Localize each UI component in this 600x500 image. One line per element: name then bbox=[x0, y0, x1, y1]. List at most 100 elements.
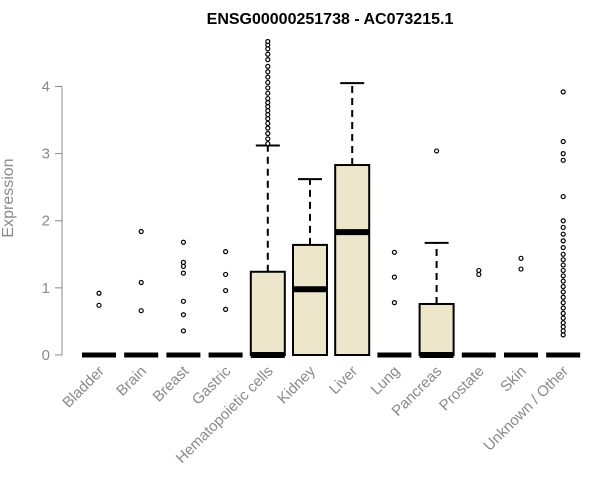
outlier-point bbox=[265, 99, 271, 106]
outlier-point bbox=[560, 328, 566, 334]
y-tick-label: 1 bbox=[42, 280, 50, 297]
x-tick-label: Brain bbox=[113, 363, 150, 400]
outlier-point bbox=[560, 224, 566, 231]
outlier-point bbox=[476, 267, 482, 274]
outlier-point bbox=[560, 305, 566, 311]
outlier-point bbox=[560, 278, 566, 284]
outlier-point bbox=[560, 89, 566, 95]
outlier-point bbox=[180, 312, 186, 318]
outlier-point bbox=[265, 69, 271, 75]
outlier-point bbox=[180, 328, 186, 334]
outlier-point bbox=[560, 289, 566, 295]
y-tick-label: 2 bbox=[42, 213, 50, 230]
outlier-point bbox=[265, 38, 271, 45]
box-group bbox=[377, 249, 412, 358]
outlier-point bbox=[265, 120, 271, 127]
outlier-point bbox=[560, 244, 566, 251]
outlier-point bbox=[96, 290, 102, 296]
outlier-point bbox=[518, 255, 524, 261]
box bbox=[249, 270, 286, 356]
outlier-point bbox=[180, 298, 186, 304]
boxes bbox=[82, 38, 581, 358]
y-axis: 0 1 2 3 4 bbox=[42, 78, 63, 364]
outlier-point bbox=[560, 251, 566, 257]
outlier-point bbox=[223, 306, 229, 312]
outlier-point bbox=[265, 46, 271, 52]
outlier-point bbox=[265, 95, 271, 102]
outlier-point bbox=[560, 151, 566, 157]
outlier-point bbox=[180, 259, 186, 265]
outlier-point bbox=[560, 138, 566, 145]
outlier-point bbox=[265, 51, 271, 57]
outlier-point bbox=[96, 302, 102, 308]
outlier-point bbox=[265, 79, 271, 86]
outlier-point bbox=[180, 239, 186, 245]
outlier-point bbox=[560, 273, 566, 279]
outlier-point bbox=[560, 193, 566, 200]
outlier-point bbox=[391, 249, 397, 255]
outlier-point bbox=[265, 104, 271, 110]
outlier-point bbox=[560, 218, 566, 224]
box-group bbox=[461, 267, 496, 358]
outlier-point bbox=[180, 270, 186, 276]
outlier-point bbox=[560, 324, 566, 330]
outlier-point bbox=[265, 74, 271, 80]
box-group bbox=[82, 290, 116, 358]
box-group bbox=[418, 148, 455, 358]
box-group bbox=[166, 239, 201, 358]
outlier-point bbox=[560, 238, 566, 244]
outlier-point bbox=[560, 315, 566, 321]
outlier-point bbox=[560, 267, 566, 274]
outlier-point bbox=[560, 320, 566, 326]
outlier-point bbox=[223, 249, 229, 255]
outlier-point bbox=[265, 116, 271, 122]
box-group bbox=[334, 82, 371, 356]
y-axis-label: Expression bbox=[0, 158, 17, 237]
outlier-point bbox=[560, 332, 566, 338]
outlier-point bbox=[138, 279, 144, 286]
y-tick-label: 3 bbox=[42, 146, 50, 163]
y-tick-label: 4 bbox=[42, 78, 50, 95]
outlier-point bbox=[265, 85, 271, 91]
outlier-point bbox=[560, 257, 566, 263]
outlier-point bbox=[560, 157, 566, 163]
x-tick-label: Breast bbox=[150, 362, 193, 405]
outlier-point bbox=[265, 57, 271, 63]
outlier-point bbox=[560, 283, 566, 290]
box-group bbox=[546, 89, 581, 358]
x-tick-label: Skin bbox=[497, 363, 530, 396]
x-tick-label: Bladder bbox=[59, 363, 108, 412]
x-tick-label: Prostate bbox=[436, 363, 488, 415]
box bbox=[418, 302, 455, 356]
x-tick-label: Lung bbox=[368, 363, 404, 399]
outlier-point bbox=[265, 63, 271, 69]
box-group bbox=[249, 38, 286, 358]
outlier-point bbox=[138, 308, 144, 314]
outlier-point bbox=[265, 125, 271, 131]
box-group bbox=[292, 178, 328, 357]
outlier-point bbox=[265, 136, 271, 142]
outlier-point bbox=[265, 90, 271, 96]
box-group bbox=[124, 228, 159, 358]
outlier-point bbox=[223, 271, 229, 278]
box bbox=[292, 243, 328, 357]
outlier-point bbox=[560, 310, 566, 316]
outlier-point bbox=[223, 287, 229, 294]
box-group bbox=[504, 255, 538, 358]
outlier-point bbox=[560, 300, 566, 306]
y-tick-label: 0 bbox=[42, 347, 50, 364]
x-tick-label: Kidney bbox=[274, 362, 319, 407]
outlier-point bbox=[391, 300, 397, 306]
outlier-point bbox=[518, 266, 524, 272]
outlier-point bbox=[265, 108, 271, 114]
x-tick-label: Liver bbox=[326, 363, 361, 398]
chart-title: ENSG00000251738 - AC073215.1 bbox=[207, 11, 454, 28]
box-group bbox=[208, 249, 243, 358]
box bbox=[334, 164, 371, 356]
outlier-point bbox=[265, 130, 271, 137]
outlier-point bbox=[476, 271, 482, 278]
outlier-point bbox=[138, 228, 144, 235]
outlier-point bbox=[560, 231, 566, 237]
